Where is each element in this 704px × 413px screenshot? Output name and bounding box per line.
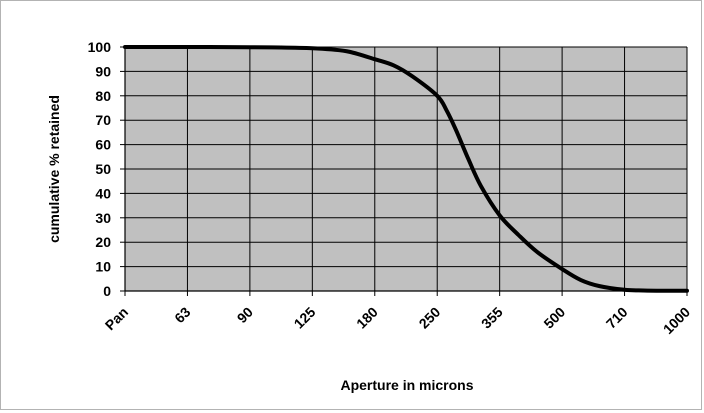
y-tick-label: 70 xyxy=(95,112,111,128)
x-tick-label: 125 xyxy=(291,304,319,332)
y-tick-label: 30 xyxy=(95,210,111,226)
y-tick-label: 40 xyxy=(95,185,111,201)
axes xyxy=(120,46,688,296)
y-tick-label: 0 xyxy=(103,283,111,299)
x-tick-label: 180 xyxy=(353,304,381,332)
x-axis-title: Aperture in microns xyxy=(340,377,473,393)
series-line xyxy=(123,44,689,293)
x-tick-label: 1000 xyxy=(660,304,693,337)
x-tick-label: 500 xyxy=(540,304,568,332)
y-tick-label: 10 xyxy=(95,259,111,275)
y-tick-label: 90 xyxy=(95,63,111,79)
y-tick-label: 50 xyxy=(95,161,111,177)
y-tick-label: 60 xyxy=(95,137,111,153)
x-tick-label: Pan xyxy=(102,304,131,333)
x-tick-label: 63 xyxy=(171,304,193,326)
y-tick-label: 80 xyxy=(95,88,111,104)
y-tick-label: 20 xyxy=(95,234,111,250)
x-tick-label: 250 xyxy=(416,304,444,332)
series-layer xyxy=(123,44,689,293)
x-tick-label: 355 xyxy=(478,304,506,332)
y-axis-title: cumulative % retained xyxy=(46,95,62,243)
x-tick-label: 90 xyxy=(234,304,256,326)
x-tick-label: 710 xyxy=(603,304,631,332)
y-tick-label: 100 xyxy=(88,39,112,55)
